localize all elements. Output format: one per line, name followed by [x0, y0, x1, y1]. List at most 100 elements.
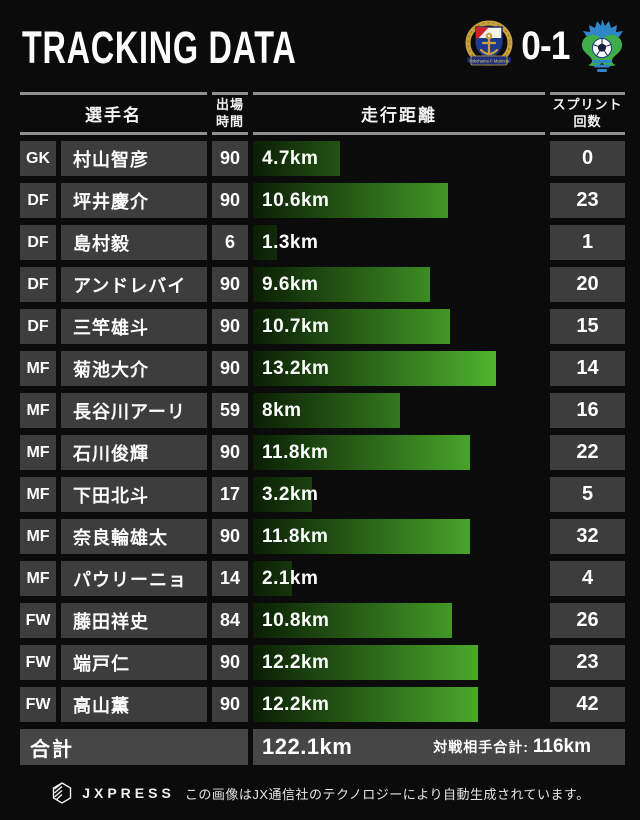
page-title: TRACKING DATA: [22, 22, 297, 73]
player-position: FW: [20, 645, 56, 680]
player-position: DF: [20, 309, 56, 344]
distance-bar-track: 11.8km: [253, 435, 545, 470]
distance-label: 13.2km: [262, 357, 330, 379]
header: TRACKING DATA Yokohama F·Marinos: [0, 0, 640, 90]
player-name: 三竿雄斗: [61, 309, 207, 344]
minutes-played: 84: [212, 603, 248, 638]
jxpress-logo-icon: [53, 782, 72, 804]
player-position: MF: [20, 477, 56, 512]
distance-bar: [253, 267, 430, 302]
player-position: DF: [20, 225, 56, 260]
distance-bar: [253, 519, 470, 554]
distance-label: 12.2km: [262, 651, 330, 673]
distance-bar-track: 8km: [253, 393, 545, 428]
minutes-played: 59: [212, 393, 248, 428]
distance-bar-track: 9.6km: [253, 267, 545, 302]
distance-bar-track: 12.2km: [253, 687, 545, 722]
total-distance-cell: 122.1km 対戦相手合計: 116km: [253, 729, 625, 765]
table-row: DF 島村毅 6 1.3km 1: [20, 225, 625, 260]
table-row: MF 奈良輪雄太 90 11.8km 32: [20, 519, 625, 554]
opponent-total-label: 対戦相手合計:: [433, 739, 529, 755]
player-position: MF: [20, 561, 56, 596]
opponent-total: 対戦相手合計: 116km: [433, 736, 625, 758]
sprint-count: 20: [550, 267, 625, 302]
table-row: MF 石川俊輝 90 11.8km 22: [20, 435, 625, 470]
tracking-table: 選手名 出場 時間 走行距離 スプリント 回数 GK 村山智彦 90 4.7km…: [0, 92, 640, 765]
distance-label: 11.8km: [262, 525, 329, 547]
sprint-count: 5: [550, 477, 625, 512]
table-row: FW 高山薫 90 12.2km 42: [20, 687, 625, 722]
sprint-count: 4: [550, 561, 625, 596]
minutes-played: 90: [212, 183, 248, 218]
player-name: 端戸仁: [61, 645, 207, 680]
sprint-count: 42: [550, 687, 625, 722]
distance-bar: [253, 183, 448, 218]
minutes-played: 90: [212, 687, 248, 722]
player-name: 村山智彦: [61, 141, 207, 176]
total-distance-value: 122.1km: [262, 734, 353, 759]
distance-bar: [253, 351, 496, 386]
distance-bar: [253, 225, 277, 260]
attribution-note: この画像はJX通信社のテクノロジーにより自動生成されています。: [184, 786, 590, 802]
distance-bar: [253, 477, 312, 512]
player-name: 長谷川アーリ: [61, 393, 207, 428]
svg-text:Yokohama F·Marinos: Yokohama F·Marinos: [469, 59, 509, 64]
player-name: 高山薫: [61, 687, 207, 722]
column-header-player: 選手名: [20, 92, 207, 135]
table-row: DF アンドレバイ 90 9.6km 20: [20, 267, 625, 302]
table-row: DF 坪井慶介 90 10.6km 23: [20, 183, 625, 218]
away-team-crest-icon: [581, 19, 623, 72]
minutes-played: 90: [212, 351, 248, 386]
player-name: 菊池大介: [61, 351, 207, 386]
player-position: DF: [20, 183, 56, 218]
player-position: MF: [20, 519, 56, 554]
distance-bar-track: 11.8km: [253, 519, 545, 554]
player-name: 島村毅: [61, 225, 207, 260]
player-position: FW: [20, 687, 56, 722]
total-label: 合計: [20, 729, 248, 765]
sprint-count: 0: [550, 141, 625, 176]
player-position: MF: [20, 435, 56, 470]
distance-bar-track: 1.3km: [253, 225, 545, 260]
distance-label: 4.7km: [262, 147, 319, 169]
minutes-played: 90: [212, 519, 248, 554]
player-position: MF: [20, 393, 56, 428]
table-body: GK 村山智彦 90 4.7km 0 DF 坪井慶介 90 10.6km 23 …: [20, 141, 625, 722]
minutes-played: 90: [212, 435, 248, 470]
table-row: MF 菊池大介 90 13.2km 14: [20, 351, 625, 386]
minutes-played: 90: [212, 141, 248, 176]
table-row: MF 長谷川アーリ 59 8km 16: [20, 393, 625, 428]
player-name: 下田北斗: [61, 477, 207, 512]
distance-label: 2.1km: [262, 567, 319, 589]
distance-bar: [253, 141, 340, 176]
distance-bar: [253, 645, 478, 680]
distance-bar: [253, 393, 400, 428]
distance-bar: [253, 603, 452, 638]
minutes-played: 17: [212, 477, 248, 512]
table-row: FW 端戸仁 90 12.2km 23: [20, 645, 625, 680]
table-row: MF 下田北斗 17 3.2km 5: [20, 477, 625, 512]
player-name: 石川俊輝: [61, 435, 207, 470]
player-position: MF: [20, 351, 56, 386]
column-header-distance: 走行距離: [253, 92, 545, 135]
brand-block: JXPRESS: [50, 781, 175, 805]
table-row: MF パウリーニョ 14 2.1km 4: [20, 561, 625, 596]
distance-bar-track: 4.7km: [253, 141, 545, 176]
sprint-count: 1: [550, 225, 625, 260]
distance-label: 1.3km: [262, 231, 319, 253]
distance-label: 10.8km: [262, 609, 330, 631]
minutes-played: 14: [212, 561, 248, 596]
player-position: FW: [20, 603, 56, 638]
distance-label: 10.7km: [262, 315, 330, 337]
distance-bar-track: 10.8km: [253, 603, 545, 638]
sprint-count: 15: [550, 309, 625, 344]
match-score-block: Yokohama F·Marinos 0-1: [465, 10, 626, 82]
brand-name: JXPRESS: [82, 785, 175, 801]
distance-bar-track: 2.1km: [253, 561, 545, 596]
distance-bar: [253, 435, 470, 470]
distance-bar: [253, 309, 450, 344]
sprint-count: 23: [550, 645, 625, 680]
distance-label: 12.2km: [262, 693, 330, 715]
player-name: 藤田祥史: [61, 603, 207, 638]
